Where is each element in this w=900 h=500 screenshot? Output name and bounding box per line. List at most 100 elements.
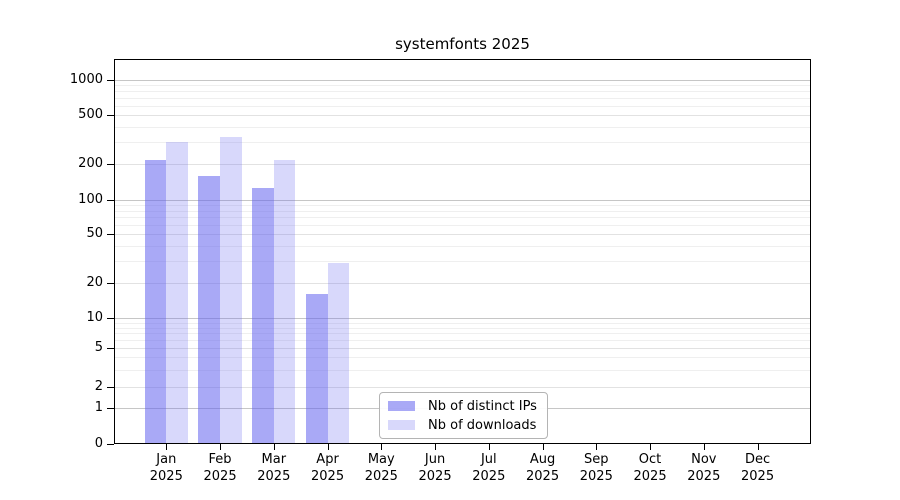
gridline-minor xyxy=(115,340,810,342)
x-tick-label: Mar 2025 xyxy=(247,451,301,485)
y-tick-mark xyxy=(107,234,114,235)
y-tick-label: 2 xyxy=(94,379,103,394)
y-tick-mark xyxy=(107,444,114,445)
gridline-mid xyxy=(115,164,810,165)
gridline-minor xyxy=(115,333,810,335)
x-tick-label-year: 2025 xyxy=(203,469,237,484)
y-tick-mark xyxy=(107,200,114,201)
x-tick-mark xyxy=(596,444,598,450)
gridline-mid xyxy=(115,115,810,116)
y-tick-mark xyxy=(107,408,114,409)
x-tick-label-month: Apr xyxy=(316,452,339,467)
bar-distinct-ips xyxy=(252,188,274,443)
x-tick-label: Jul 2025 xyxy=(462,451,516,485)
bar-downloads xyxy=(220,137,242,443)
legend-item-distinct-ips: Nb of distinct IPs xyxy=(388,398,537,414)
x-tick-mark xyxy=(273,444,275,450)
gridline-mid xyxy=(115,283,810,284)
x-tick-mark xyxy=(488,444,490,450)
gridline-minor xyxy=(115,217,810,219)
gridline-minor xyxy=(115,369,810,371)
x-tick-mark xyxy=(650,444,652,450)
x-tick-mark xyxy=(542,444,544,450)
plot-area xyxy=(114,59,811,444)
bar-distinct-ips xyxy=(305,294,328,443)
x-tick-label-month: Dec xyxy=(744,452,771,467)
legend-item-downloads: Nb of downloads xyxy=(388,417,537,433)
x-tick-label-month: Jul xyxy=(480,452,497,467)
chart-title: systemfonts 2025 xyxy=(395,35,530,53)
gridline-minor xyxy=(115,245,810,247)
x-tick-label: Aug 2025 xyxy=(516,451,570,485)
y-tick-label: 5 xyxy=(94,340,103,355)
x-tick-label: Nov 2025 xyxy=(677,451,731,485)
x-tick-mark xyxy=(166,444,168,450)
x-tick-label-year: 2025 xyxy=(418,469,452,484)
x-tick-label-year: 2025 xyxy=(311,469,345,484)
x-tick-label-month: Mar xyxy=(261,452,287,467)
gridline-minor xyxy=(115,142,810,144)
x-tick-label-month: Oct xyxy=(638,452,662,467)
bar-downloads xyxy=(273,160,296,443)
x-tick-label: Sep 2025 xyxy=(569,451,623,485)
x-tick-label-year: 2025 xyxy=(472,469,506,484)
x-tick-label: Dec 2025 xyxy=(731,451,785,485)
y-tick-label: 200 xyxy=(78,156,103,171)
y-tick-mark xyxy=(107,164,114,165)
y-tick-label: 500 xyxy=(78,107,103,122)
y-tick-mark xyxy=(107,80,114,81)
y-tick-mark xyxy=(107,283,114,284)
y-tick-mark xyxy=(107,348,114,349)
x-tick-label-year: 2025 xyxy=(687,469,721,484)
x-tick-label-month: Jun xyxy=(424,452,446,467)
x-tick-mark xyxy=(327,444,329,450)
y-tick-label: 1 xyxy=(94,400,103,415)
legend-swatch-distinct-ips xyxy=(388,401,415,411)
x-tick-label: Feb 2025 xyxy=(193,451,247,485)
x-tick-label: May 2025 xyxy=(354,451,408,485)
legend-swatch-downloads xyxy=(388,420,415,430)
x-tick-label: Apr 2025 xyxy=(301,451,355,485)
gridline-minor xyxy=(115,225,810,227)
gridline-minor xyxy=(115,85,810,87)
y-tick-label: 20 xyxy=(86,275,103,290)
x-tick-label: Oct 2025 xyxy=(623,451,677,485)
x-tick-label: Jan 2025 xyxy=(139,451,193,485)
x-tick-label-month: Sep xyxy=(584,452,609,467)
gridline-mid xyxy=(115,348,810,349)
legend: Nb of distinct IPs Nb of downloads xyxy=(379,392,548,439)
x-tick-mark xyxy=(435,444,437,450)
x-tick-label-year: 2025 xyxy=(526,469,560,484)
x-tick-label: Jun 2025 xyxy=(408,451,462,485)
bar-distinct-ips xyxy=(198,176,221,443)
x-tick-label-year: 2025 xyxy=(633,469,667,484)
x-tick-label-month: Jan xyxy=(156,452,177,467)
x-tick-label-month: Feb xyxy=(208,452,232,467)
y-tick-mark xyxy=(107,318,114,319)
x-tick-mark xyxy=(703,444,705,450)
bar-downloads xyxy=(327,263,350,443)
gridline-minor xyxy=(115,322,810,324)
legend-label: Nb of downloads xyxy=(428,417,537,433)
y-tick-label: 10 xyxy=(86,310,103,325)
gridline-mid xyxy=(115,234,810,235)
x-tick-label-year: 2025 xyxy=(579,469,613,484)
gridline-minor xyxy=(115,357,810,359)
gridline-minor xyxy=(115,327,810,329)
gridline-minor xyxy=(115,261,810,263)
x-tick-label-year: 2025 xyxy=(257,469,291,484)
gridline-minor xyxy=(115,91,810,93)
gridline-mid xyxy=(115,387,810,388)
y-tick-mark xyxy=(107,387,114,388)
x-tick-mark xyxy=(220,444,222,450)
x-tick-label-month: Nov xyxy=(691,452,717,467)
gridline-major xyxy=(115,200,810,201)
x-tick-label-year: 2025 xyxy=(149,469,183,484)
gridline-minor xyxy=(115,98,810,99)
gridline-major xyxy=(115,318,810,319)
y-tick-label: 50 xyxy=(86,226,103,241)
x-tick-mark xyxy=(757,444,759,450)
bar-distinct-ips xyxy=(144,160,167,443)
x-tick-label-year: 2025 xyxy=(741,469,775,484)
y-tick-mark xyxy=(107,115,114,116)
